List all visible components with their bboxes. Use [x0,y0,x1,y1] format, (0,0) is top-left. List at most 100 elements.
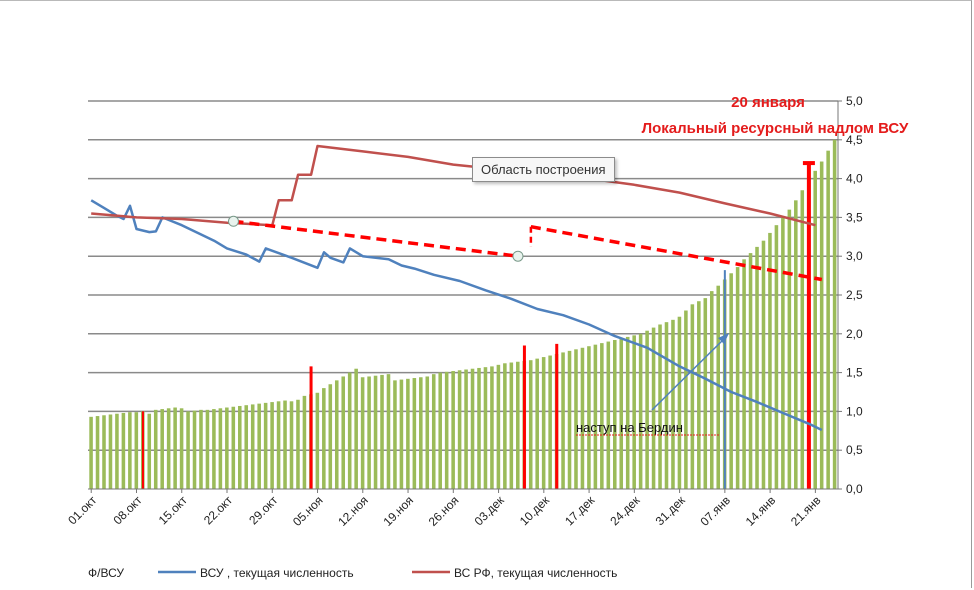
bar [593,344,598,489]
bar [464,369,468,489]
annotation-breakpoint: Локальный ресурсный надлом ВСУ [642,120,909,137]
bar [328,384,333,489]
bar [742,259,746,489]
bar [697,301,701,489]
bar [729,273,733,489]
x-tick-label: 10.дек [517,493,553,529]
bar [179,408,184,489]
trend-handle [512,250,524,262]
y-tick-label: 1,5 [846,366,863,380]
bar-series-f-vsu [89,139,837,490]
x-tick-label: 24.дек [607,493,643,529]
bar [431,374,436,489]
bar [373,375,378,489]
bar [774,225,779,489]
bar [296,399,300,489]
bar [212,409,216,489]
bar [561,352,565,489]
bar [160,409,164,489]
bar [166,408,171,489]
bar [153,409,158,489]
x-tick-label: 03.дек [472,493,508,529]
bar [787,209,792,489]
bar [147,413,152,489]
bar [419,377,423,489]
legend-label-vsu: ВСУ , текущая численность [200,566,354,580]
y-tick-label: 3,5 [846,210,863,224]
trend-segment [530,224,823,282]
bar [528,360,533,489]
legend: Ф/ВСУ ВСУ , текущая численность ВС РФ, т… [88,566,617,580]
x-tick-label: 26.ноя [426,493,462,529]
bar [231,406,236,489]
y-tick-label: 4,0 [846,172,863,186]
bar [580,347,585,489]
bar [102,415,106,489]
bar [192,410,197,489]
plot-area-tooltip: Область построения [472,157,615,182]
y-tick-label: 3,0 [846,249,863,263]
x-tick-label: 29.окт [246,493,280,527]
annotation-arrow-head [718,333,729,344]
y-tick-label: 1,0 [846,404,863,418]
bar [257,403,261,489]
bar [89,416,93,489]
bar [748,253,753,489]
bar [218,408,223,489]
bar [606,341,611,489]
annotation-offensive: наступ на Бердин [576,420,683,435]
marker-lines [141,161,815,489]
bar [826,150,830,489]
y-tick-label: 4,5 [846,133,863,147]
bar [399,379,404,489]
bar [632,335,636,489]
bar [444,371,449,489]
x-tick-label: 07.янв [697,493,732,528]
bar [684,310,688,489]
bar [186,411,190,489]
y-tick-label: 5,0 [846,94,863,108]
legend-label-f-vsu: Ф/ВСУ [88,566,124,580]
bar [800,190,805,490]
bar [671,319,675,489]
bar [334,380,339,489]
bar [709,291,714,489]
bar [768,232,772,490]
bar [270,402,274,489]
y-tick-label: 2,5 [846,288,863,302]
dashed-trend [227,215,823,282]
y-tick-label: 2,0 [846,327,863,341]
bar [393,380,397,489]
bar [367,376,371,489]
bar [832,139,837,490]
line-vsu [90,199,823,432]
bar [238,405,242,489]
bar [470,368,475,489]
bar [108,414,113,489]
x-tick-label: 08.окт [110,493,144,527]
bar [451,371,455,489]
bar [128,412,132,489]
bar [121,412,126,489]
x-tick-label: 15.окт [156,493,190,527]
bar [386,374,391,489]
annotation-date: 20 января [731,94,805,111]
bar [244,405,249,489]
bar [250,404,255,489]
y-tick-label: 0,5 [846,443,863,457]
bar [503,363,507,489]
bar [322,388,326,489]
bar [690,304,695,489]
bar [276,401,281,489]
x-tick-label: 12.ноя [335,493,371,529]
x-tick-label: 01.окт [65,493,99,527]
bar [625,336,630,489]
bar [205,409,210,489]
bar [548,355,552,489]
bar [289,401,294,489]
bar [509,362,514,489]
bar [735,267,740,489]
bar [425,376,430,489]
